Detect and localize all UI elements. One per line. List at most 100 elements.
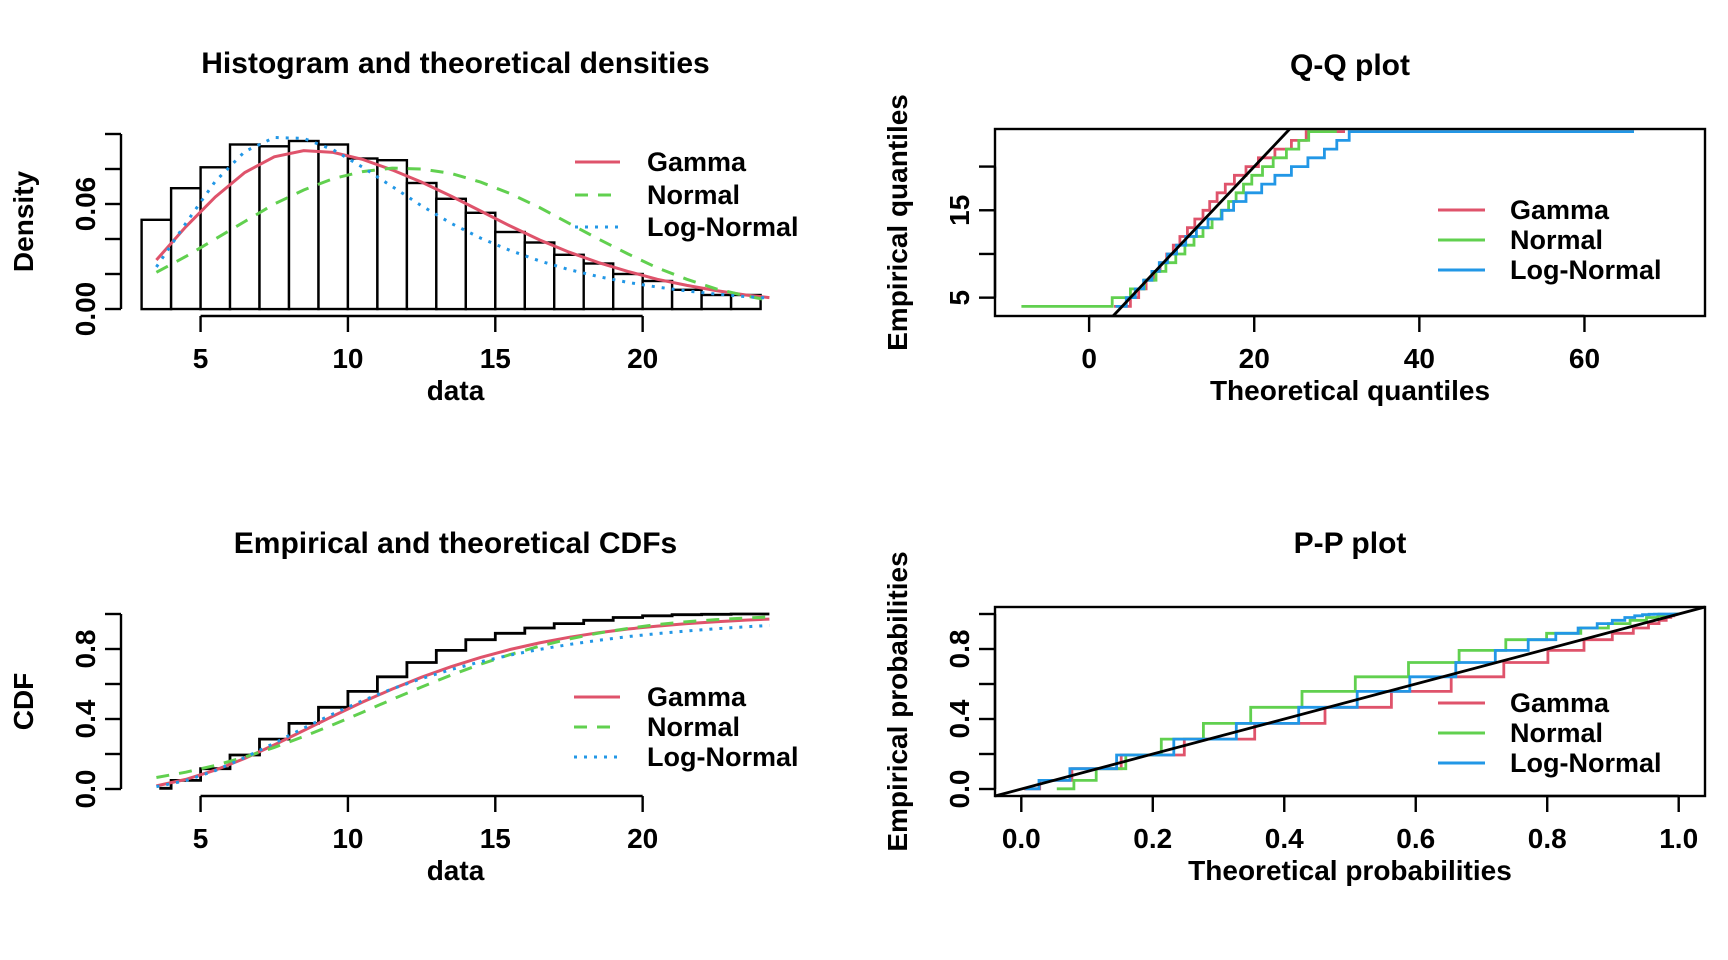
y-tick-label: 0.0 <box>944 770 975 809</box>
histogram-bar <box>376 158 409 311</box>
x-tick-label: 10 <box>332 823 363 854</box>
histogram-bar <box>346 157 379 311</box>
y-tick-label: 0.06 <box>70 177 101 232</box>
x-tick-label: 15 <box>480 823 511 854</box>
x-tick-label: 20 <box>627 823 658 854</box>
x-tick-label: 5 <box>193 343 209 374</box>
x-tick-label: 0.6 <box>1396 823 1435 854</box>
legend-label-normal: Normal <box>1510 718 1603 748</box>
panel-density: 5 10 15 20 0.00 0.06 Histogram and theoretical… <box>8 47 799 406</box>
histogram-bar <box>700 293 733 311</box>
histogram-bar <box>287 139 320 311</box>
histogram-bar <box>464 211 497 311</box>
series-log-normal <box>155 135 770 300</box>
x-tick-label: 0.0 <box>1002 823 1041 854</box>
legend-label-gamma: Gamma <box>1510 195 1610 225</box>
reference-line <box>1112 128 1291 317</box>
series-gamma <box>156 617 770 788</box>
histogram-bar <box>582 262 615 311</box>
y-axis: 5 15 <box>944 165 997 306</box>
series-gamma <box>155 149 770 300</box>
series-normal <box>155 166 770 302</box>
legend-label-log-normal: Log-Normal <box>647 212 799 242</box>
y-tick-label: 0.00 <box>70 282 101 337</box>
y-tick-label: 0.0 <box>70 770 101 809</box>
panel-qq: 0 20 40 60 5 15 Q-Q plot Theoretical quantiles E… <box>882 49 1707 406</box>
histogram-bar <box>199 166 232 311</box>
y-axis-title: CDF <box>8 673 39 731</box>
x-tick-label: 40 <box>1404 343 1435 374</box>
series-log-normal <box>1115 130 1634 308</box>
reference-line <box>994 605 1706 798</box>
panel-cdf: 5 10 15 20 0.0 0.4 0.8 Empirical and theoretica… <box>8 527 799 886</box>
y-axis-title: Empirical quantiles <box>882 94 913 351</box>
series-normal <box>1021 130 1337 308</box>
legend-label-normal: Normal <box>1510 225 1603 255</box>
histogram-bar <box>228 143 261 311</box>
series-normal <box>156 615 770 779</box>
y-axis: 0.0 0.4 0.8 <box>70 612 123 809</box>
histogram-bar <box>523 241 556 311</box>
x-tick-label: 0.4 <box>1265 823 1304 854</box>
legend-label-log-normal: Log-Normal <box>1510 748 1662 778</box>
x-tick-label: 0.8 <box>1528 823 1567 854</box>
y-tick-label: 5 <box>944 290 975 306</box>
panel-title: Empirical and theoretical CDFs <box>234 527 677 560</box>
histogram-bar <box>405 181 438 311</box>
legend-label-normal: Normal <box>647 712 740 742</box>
x-tick-label: 60 <box>1569 343 1600 374</box>
y-tick-label: 0.4 <box>944 699 975 738</box>
histogram-bar <box>670 288 703 311</box>
histogram-bar <box>258 145 291 311</box>
histogram-bar <box>140 218 173 311</box>
panel-pp: 0.0 0.2 0.4 0.6 0.8 1.0 0.0 0.4 0.8 P-P plot Theor… <box>882 527 1707 886</box>
histogram-bar <box>317 143 350 311</box>
series-log-normal <box>1025 612 1679 791</box>
y-axis-title: Empirical probabilities <box>882 551 913 851</box>
y-axis-title: Density <box>8 171 39 273</box>
legend-label-gamma: Gamma <box>647 147 747 177</box>
x-axis-title: Theoretical quantiles <box>1210 375 1490 406</box>
histogram-bar <box>494 230 526 311</box>
histogram-bar <box>553 253 585 311</box>
y-tick-label: 0.8 <box>944 630 975 669</box>
histogram-bar <box>641 279 674 311</box>
x-axis-title: data <box>427 855 485 886</box>
x-axis-title: data <box>427 375 485 406</box>
panel-title: P-P plot <box>1294 527 1407 560</box>
legend-label-log-normal: Log-Normal <box>1510 255 1662 285</box>
legend-label-gamma: Gamma <box>1510 688 1610 718</box>
histogram-bar <box>435 197 467 311</box>
y-tick-label: 15 <box>944 195 975 226</box>
x-tick-label: 10 <box>332 343 363 374</box>
y-tick-label: 0.4 <box>70 699 101 738</box>
y-tick-label: 0.8 <box>70 630 101 669</box>
x-axis: 0.0 0.2 0.4 0.6 0.8 1.0 <box>1002 794 1698 854</box>
x-axis-title: Theoretical probabilities <box>1188 855 1512 886</box>
x-axis: 0 20 40 60 <box>1081 314 1600 374</box>
legend-label-gamma: Gamma <box>647 682 747 712</box>
x-tick-label: 1.0 <box>1659 823 1698 854</box>
x-tick-label: 20 <box>1239 343 1270 374</box>
legend-label-log-normal: Log-Normal <box>647 742 799 772</box>
x-tick-label: 15 <box>480 343 511 374</box>
y-axis: 0.0 0.4 0.8 <box>944 612 997 809</box>
legend-label-normal: Normal <box>647 180 740 210</box>
panel-title: Histogram and theoretical densities <box>201 47 709 80</box>
histogram-bars <box>140 139 762 311</box>
y-axis: 0.00 0.06 <box>70 132 123 337</box>
series-log-normal <box>156 623 770 789</box>
x-axis: 5 10 15 20 <box>193 314 658 374</box>
x-tick-label: 5 <box>193 823 209 854</box>
histogram-bar <box>612 272 644 311</box>
x-axis: 5 10 15 20 <box>193 794 658 854</box>
x-tick-label: 20 <box>627 343 658 374</box>
panel-title: Q-Q plot <box>1290 49 1410 82</box>
x-tick-label: 0 <box>1081 343 1097 374</box>
